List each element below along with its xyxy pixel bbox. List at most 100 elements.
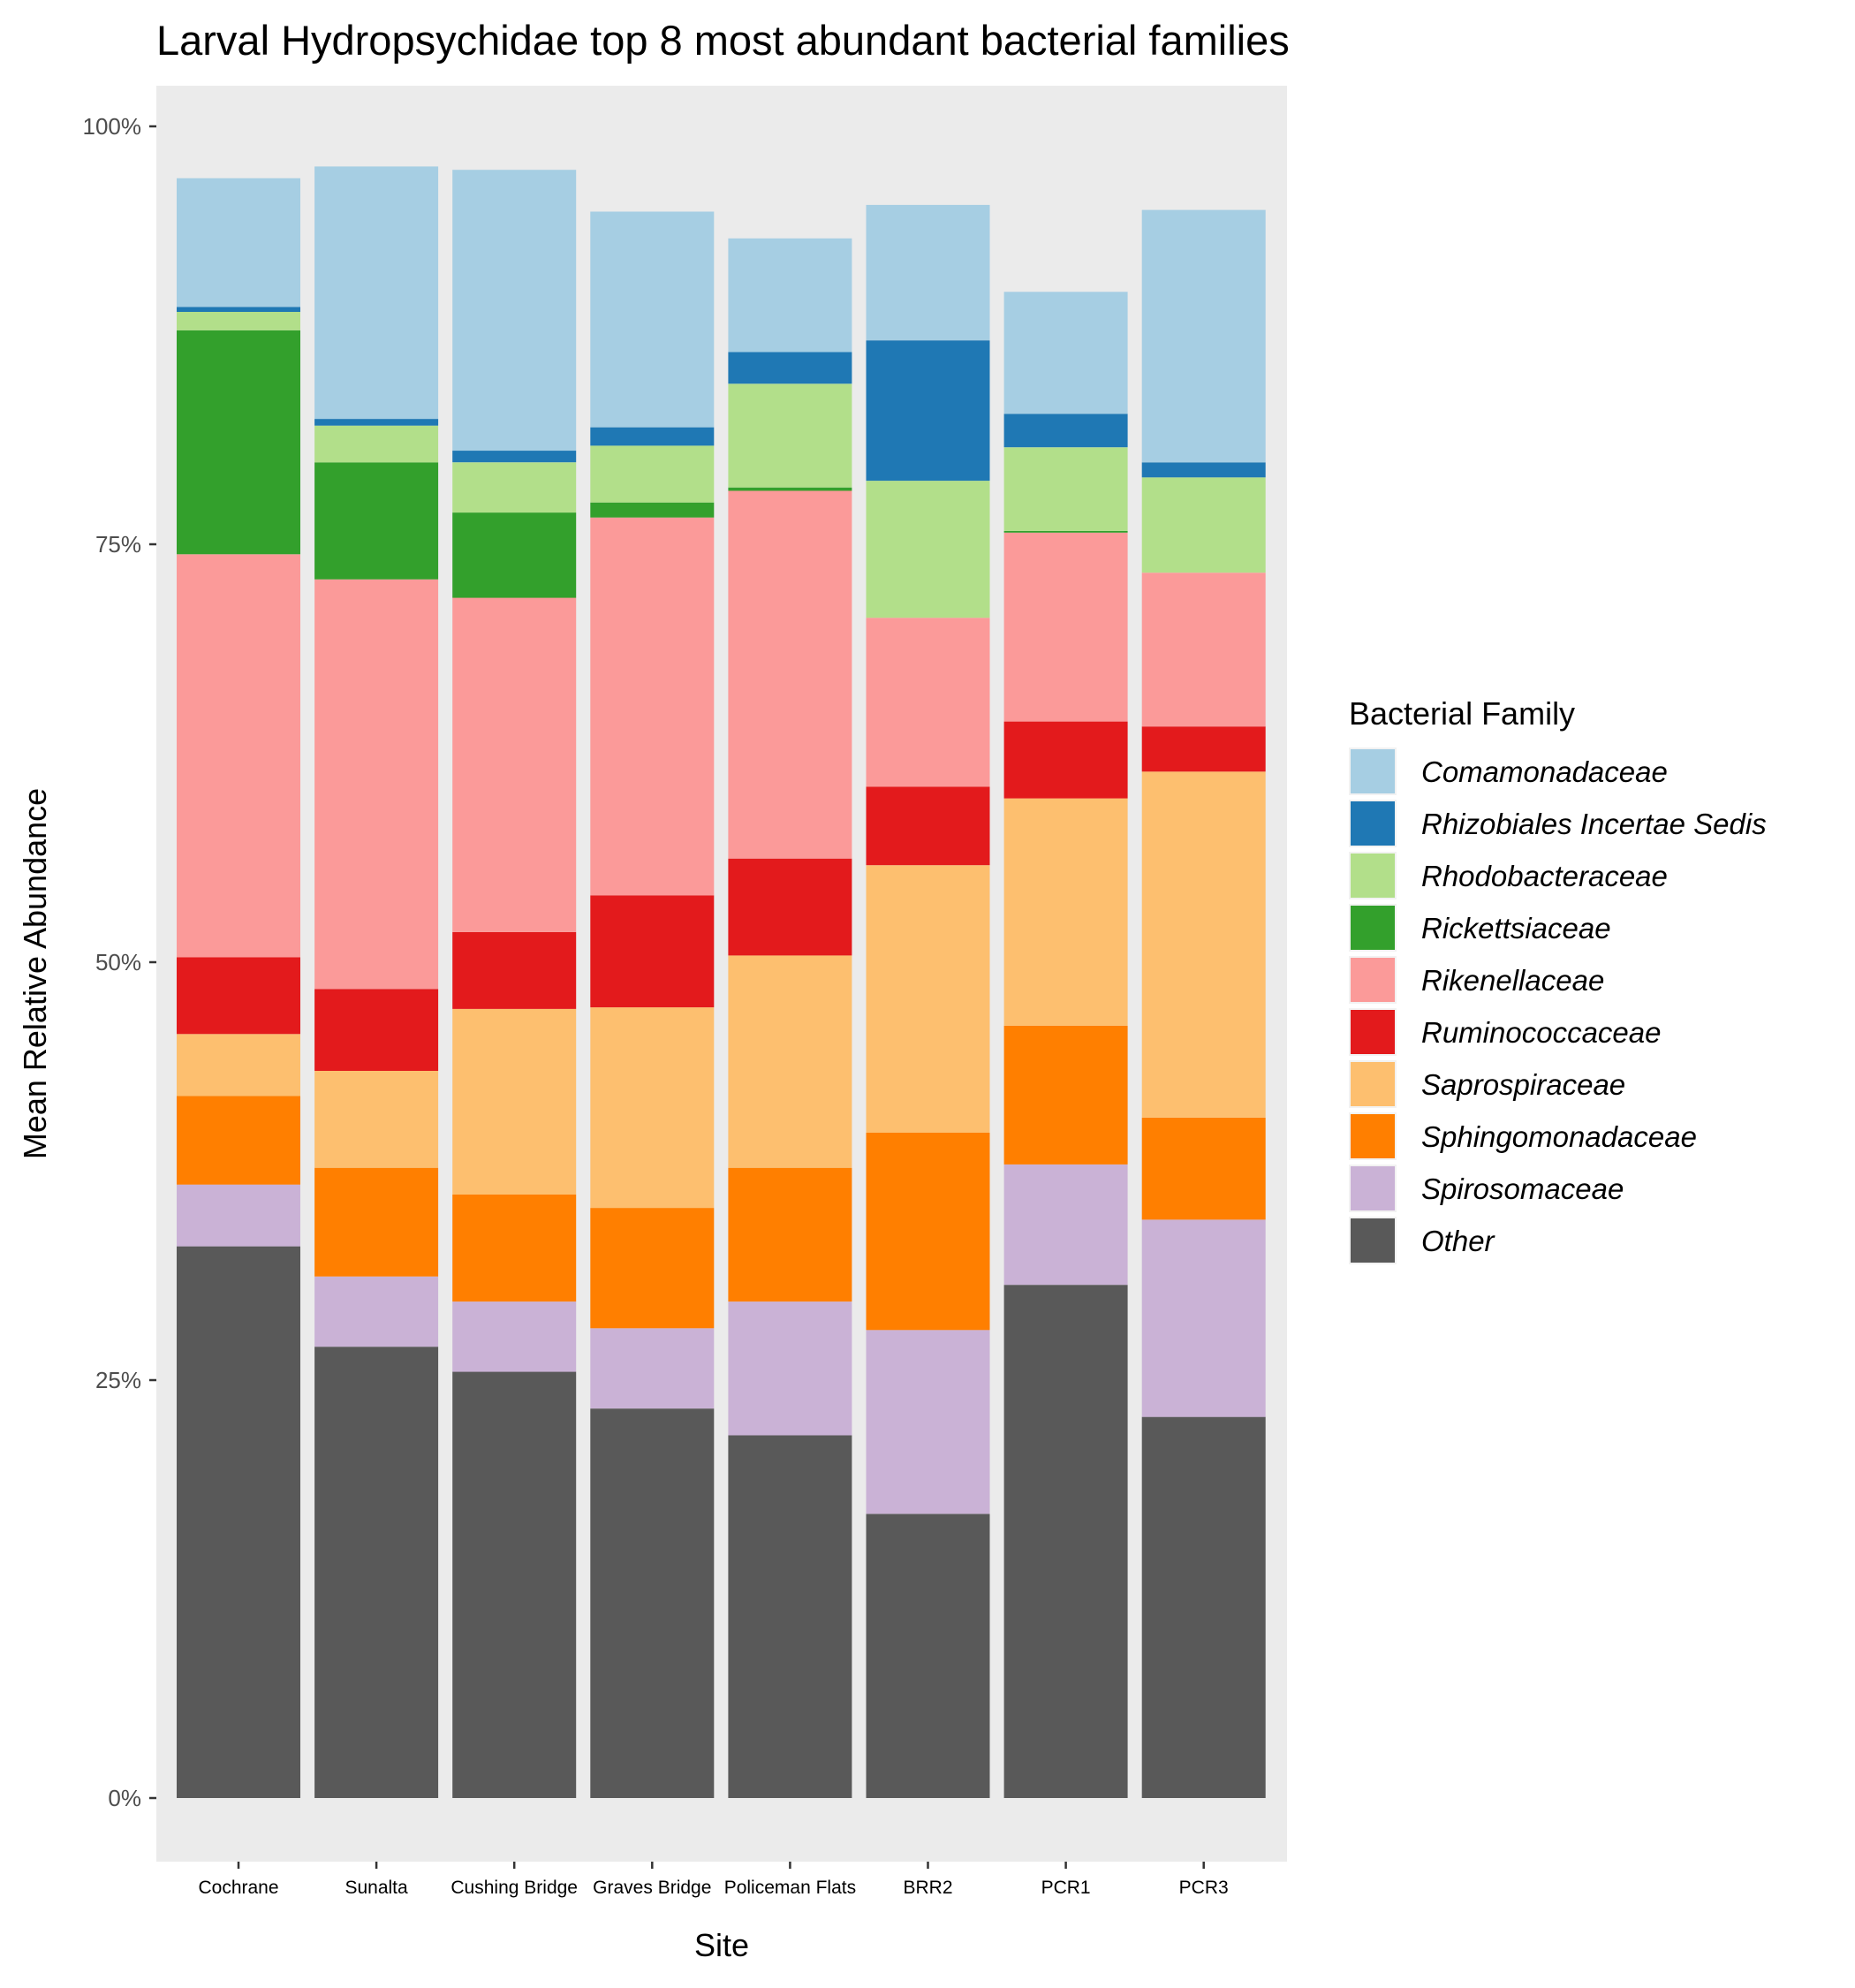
legend-label-saprospiraceae: Saprospiraceae	[1421, 1068, 1625, 1101]
bar-sunalta-rickettsiaceae	[314, 462, 439, 580]
bar-pcr3-rhodobacteraceae	[1141, 477, 1266, 573]
bar-cochrane-rickettsiaceae	[177, 330, 300, 555]
bar-cushing-bridge-comamonadaceae	[452, 170, 577, 451]
bar-graves-bridge-rhodobacteraceae	[590, 445, 715, 503]
bar-brr2-spirosomaceae	[866, 1330, 990, 1514]
y-axis-title: Mean Relative Abundance	[17, 788, 53, 1159]
bar-cochrane-other	[177, 1246, 300, 1798]
legend-title: Bacterial Family	[1349, 695, 1575, 732]
bar-graves-bridge-sphingomonadaceae	[590, 1208, 715, 1329]
bar-sunalta-sphingomonadaceae	[314, 1167, 439, 1277]
bar-cushing-bridge-sphingomonadaceae	[452, 1195, 577, 1302]
bars-layer	[177, 166, 1266, 1798]
x-tick-label-cushing-bridge: Cushing Bridge	[450, 1878, 578, 1898]
bar-cushing-bridge-rhodobacteraceae	[452, 462, 577, 513]
bar-policeman-flats-ruminococcaceae	[728, 858, 852, 956]
bar-sunalta-comamonadaceae	[314, 166, 439, 420]
legend-label-rhodobacteraceae: Rhodobacteraceae	[1421, 860, 1668, 892]
bar-cushing-bridge-spirosomaceae	[452, 1301, 577, 1372]
y-tick-label: 25%	[95, 1367, 141, 1393]
bar-pcr1-spirosomaceae	[1003, 1164, 1128, 1286]
x-tick-label-graves-bridge: Graves Bridge	[593, 1878, 711, 1898]
bar-graves-bridge-rikenellaceae	[590, 517, 715, 896]
legend-key-saprospiraceae	[1351, 1062, 1395, 1106]
bar-cochrane-comamonadaceae	[177, 178, 300, 307]
bar-cochrane-rhodobacteraceae	[177, 312, 300, 330]
legend-key-other	[1351, 1218, 1395, 1263]
bar-pcr1-rhizobiales-incertae-sedis	[1003, 414, 1128, 448]
x-axis: Cochrane Sunalta Cushing Bridge Graves Brid…	[198, 1862, 1229, 1898]
bar-pcr1-rhodobacteraceae	[1003, 447, 1128, 531]
bar-sunalta-rikenellaceae	[314, 579, 439, 990]
bar-pcr1-ruminococcaceae	[1003, 721, 1128, 799]
bar-pcr3-comamonadaceae	[1141, 209, 1266, 463]
bar-pcr3-spirosomaceae	[1141, 1219, 1266, 1417]
bar-sunalta-ruminococcaceae	[314, 989, 439, 1071]
bar-brr2-saprospiraceae	[866, 865, 990, 1133]
bar-pcr3-rhizobiales-incertae-sedis	[1141, 462, 1266, 478]
legend-label-other: Other	[1421, 1225, 1496, 1257]
legend-label-rickettsiaceae: Rickettsiaceae	[1421, 912, 1611, 945]
bar-cushing-bridge-rhizobiales-incertae-sedis	[452, 451, 577, 463]
legend-key-spirosomaceae	[1351, 1166, 1395, 1210]
bar-brr2-rhodobacteraceae	[866, 481, 990, 618]
bar-sunalta-other	[314, 1347, 439, 1798]
x-tick-label-cochrane: Cochrane	[198, 1878, 278, 1898]
x-tick-label-brr2: BRR2	[903, 1878, 952, 1898]
bar-sunalta-saprospiraceae	[314, 1071, 439, 1168]
bar-cushing-bridge-saprospiraceae	[452, 1009, 577, 1195]
bar-cochrane-sphingomonadaceae	[177, 1096, 300, 1185]
bar-pcr3-rikenellaceae	[1141, 573, 1266, 727]
bar-sunalta-rhizobiales-incertae-sedis	[314, 419, 439, 426]
y-tick-label: 50%	[95, 949, 141, 975]
bar-cochrane-rikenellaceae	[177, 554, 300, 958]
x-tick-label-pcr3: PCR3	[1179, 1878, 1229, 1898]
bar-brr2-ruminococcaceae	[866, 786, 990, 866]
x-tick-label-policeman-flats: Policeman Flats	[724, 1878, 856, 1898]
legend-label-ruminococcaceae: Ruminococcaceae	[1421, 1016, 1661, 1049]
legend-label-rikenellaceae: Rikenellaceae	[1421, 964, 1604, 997]
bar-pcr3-other	[1141, 1416, 1266, 1798]
bar-graves-bridge-saprospiraceae	[590, 1007, 715, 1209]
legend: Bacterial Family Comamonadaceae Rhizobial…	[1349, 695, 1767, 1264]
bar-pcr3-ruminococcaceae	[1141, 726, 1266, 772]
bar-pcr1-rickettsiaceae	[1003, 530, 1128, 533]
legend-key-rhizobiales-incertae-sedis	[1351, 801, 1395, 846]
bar-graves-bridge-rhizobiales-incertae-sedis	[590, 427, 715, 446]
y-tick-label: 75%	[95, 531, 141, 558]
bar-policeman-flats-rhodobacteraceae	[728, 383, 852, 488]
bar-pcr1-saprospiraceae	[1003, 798, 1128, 1026]
bar-brr2-comamonadaceae	[866, 204, 990, 341]
legend-label-spirosomaceae: Spirosomaceae	[1421, 1172, 1624, 1205]
legend-label-sphingomonadaceae: Sphingomonadaceae	[1421, 1120, 1697, 1153]
bar-brr2-other	[866, 1514, 990, 1798]
bar-pcr1-rikenellaceae	[1003, 532, 1128, 722]
bar-cochrane-ruminococcaceae	[177, 957, 300, 1035]
bar-pcr1-comamonadaceae	[1003, 292, 1128, 414]
y-axis: 0% 25% 50% 75% 100%	[83, 113, 156, 1811]
bar-cochrane-saprospiraceae	[177, 1034, 300, 1096]
bar-graves-bridge-other	[590, 1408, 715, 1798]
bar-pcr3-saprospiraceae	[1141, 771, 1266, 1118]
bar-policeman-flats-other	[728, 1435, 852, 1798]
bar-pcr1-other	[1003, 1285, 1128, 1798]
legend-label-comamonadaceae: Comamonadaceae	[1421, 755, 1668, 788]
bar-cushing-bridge-rikenellaceae	[452, 597, 577, 932]
bar-cochrane-spirosomaceae	[177, 1184, 300, 1247]
y-tick-label: 0%	[108, 1785, 141, 1811]
bar-policeman-flats-comamonadaceae	[728, 238, 852, 353]
bar-brr2-rikenellaceae	[866, 618, 990, 787]
bar-pcr1-sphingomonadaceae	[1003, 1025, 1128, 1165]
bar-policeman-flats-saprospiraceae	[728, 955, 852, 1168]
bar-sunalta-rhodobacteraceae	[314, 425, 439, 463]
bar-policeman-flats-rhizobiales-incertae-sedis	[728, 352, 852, 384]
bar-graves-bridge-rickettsiaceae	[590, 502, 715, 518]
bar-policeman-flats-spirosomaceae	[728, 1301, 852, 1436]
legend-key-rickettsiaceae	[1351, 906, 1395, 950]
bar-cushing-bridge-rickettsiaceae	[452, 512, 577, 598]
x-tick-label-sunalta: Sunalta	[344, 1878, 408, 1898]
bar-brr2-sphingomonadaceae	[866, 1133, 990, 1331]
bar-sunalta-spirosomaceae	[314, 1276, 439, 1347]
bar-graves-bridge-ruminococcaceae	[590, 895, 715, 1008]
